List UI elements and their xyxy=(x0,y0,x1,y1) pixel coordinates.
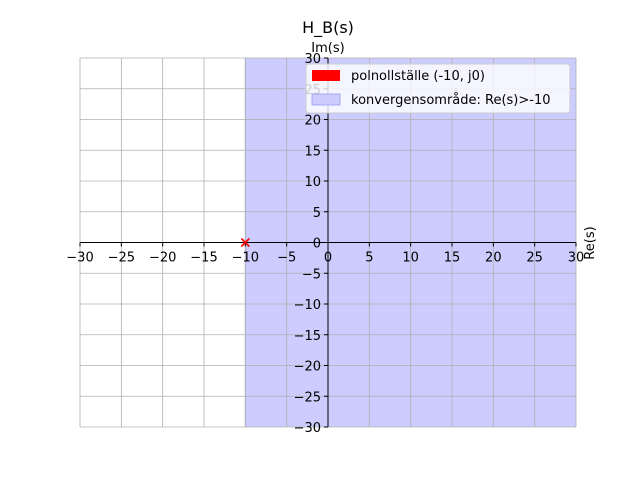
x-tick-label: −15 xyxy=(190,251,217,266)
y-tick-label: −20 xyxy=(294,360,321,375)
pole-marker-stroke xyxy=(240,237,250,248)
x-tick-label: −30 xyxy=(66,251,93,266)
legend-frame xyxy=(305,63,571,114)
y-tick-label: 30 xyxy=(304,52,321,67)
x-tick-label: 5 xyxy=(365,251,373,266)
x-tick-label: 25 xyxy=(526,251,543,266)
x-tick-label: 15 xyxy=(444,251,461,266)
y-tick-label: 0 xyxy=(313,237,321,252)
y-tick-label: 20 xyxy=(304,114,321,129)
y-tick-label: 15 xyxy=(304,144,321,159)
legend-swatch-region xyxy=(311,93,341,106)
pole-marker xyxy=(240,237,250,248)
x-tick-label: 10 xyxy=(402,251,419,266)
x-tick-label: 30 xyxy=(568,251,585,266)
y-tick-label: −10 xyxy=(294,298,321,313)
y-tick-label: −30 xyxy=(294,421,321,436)
x-tick-label: −25 xyxy=(108,251,135,266)
legend-label-poles: polnollställe (-10, j0) xyxy=(351,69,485,84)
x-tick-label: −5 xyxy=(277,251,296,266)
y-tick-label: −5 xyxy=(302,267,321,282)
y-tick-label: 10 xyxy=(304,175,321,190)
y-axis-label: Im(s) xyxy=(311,41,344,56)
legend: polnollställe (-10, j0) konvergensområde… xyxy=(305,63,571,114)
x-tick-label: −10 xyxy=(232,251,259,266)
pole-markers xyxy=(240,237,250,248)
x-tick-label: 0 xyxy=(324,251,332,266)
x-axis-label: Re(s) xyxy=(583,226,598,259)
chart-title: H_B(s) xyxy=(302,18,354,38)
y-tick-label: −15 xyxy=(294,329,321,344)
tick-labels: −30 −25 −20 −15 −10 −5 0 5 10 15 20 25 30−30−25−20−1… xyxy=(66,52,584,436)
legend-swatch-poles xyxy=(312,70,340,81)
legend-label-region: konvergensområde: Re(s)>-10 xyxy=(351,93,551,108)
x-tick-label: 20 xyxy=(485,251,502,266)
y-tick-label: −25 xyxy=(294,390,321,405)
y-tick-label: 5 xyxy=(313,206,321,221)
x-tick-label: −20 xyxy=(149,251,176,266)
